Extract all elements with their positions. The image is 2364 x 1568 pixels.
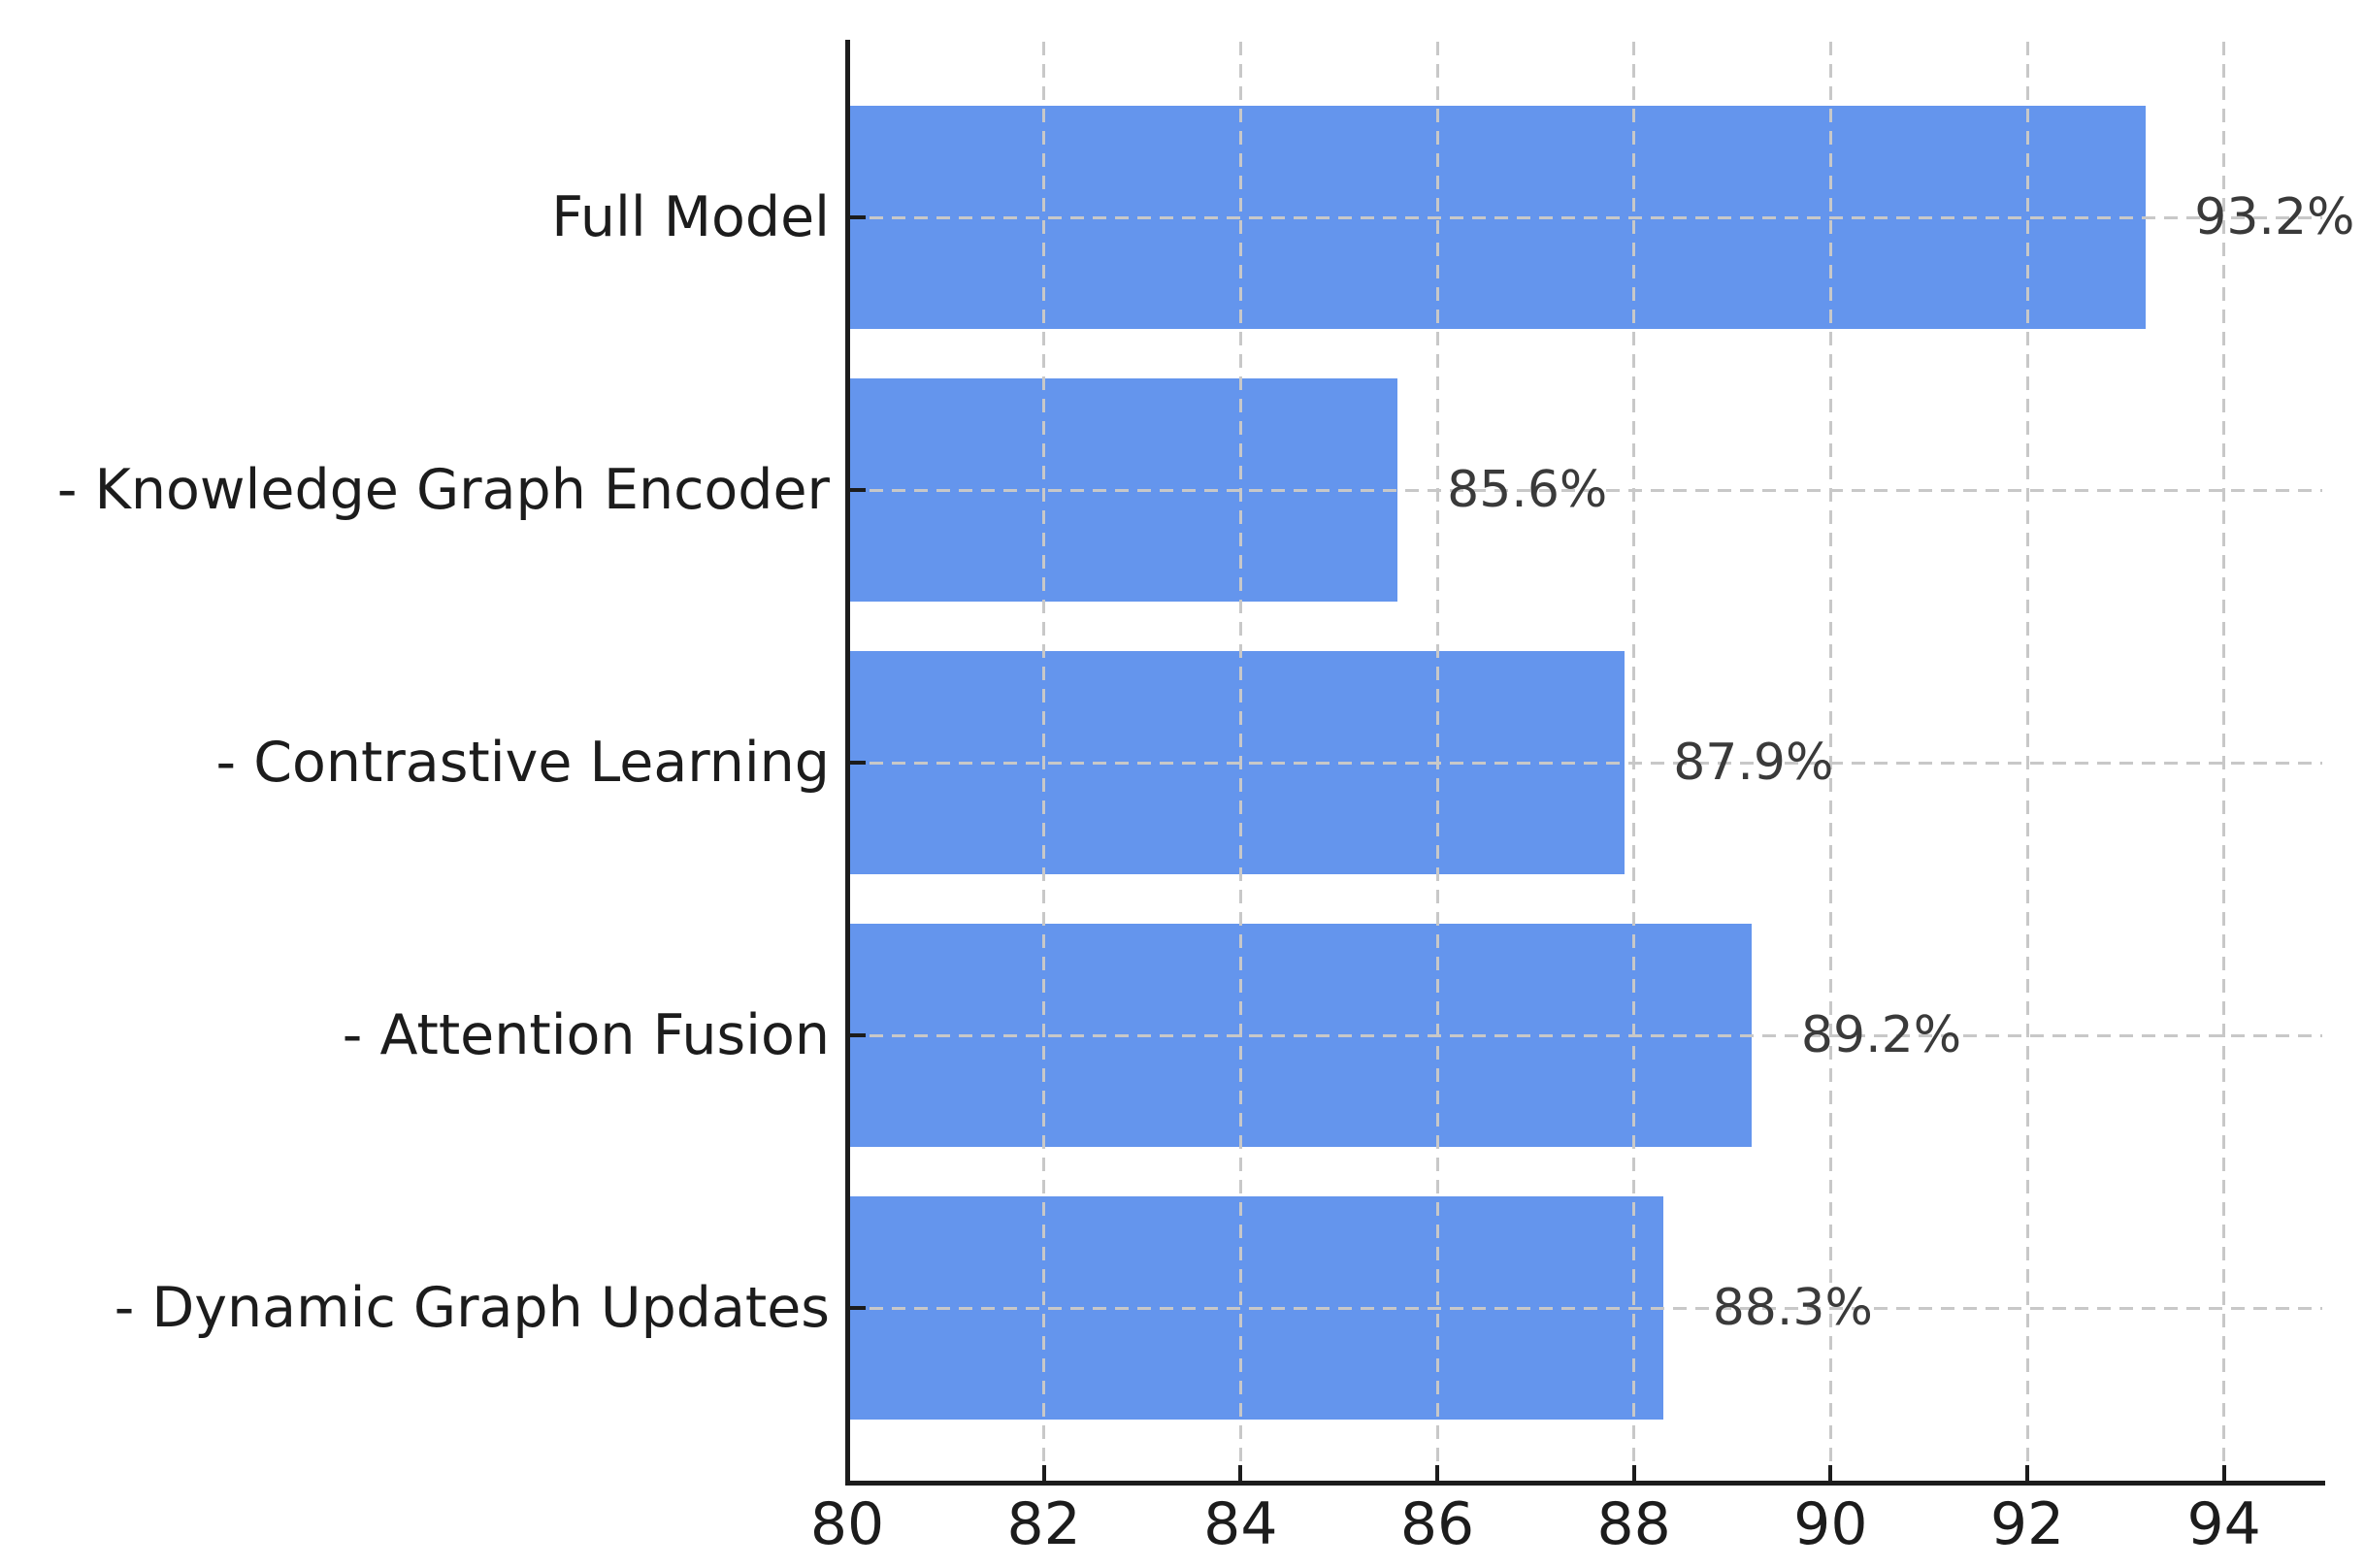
x-tick-label: 92 xyxy=(1989,1490,2065,1558)
x-tick-mark xyxy=(1435,1464,1439,1481)
x-tick-label: 94 xyxy=(2186,1490,2261,1558)
gridline-horizontal xyxy=(847,761,2322,765)
x-tick-mark xyxy=(1238,1464,1243,1481)
gridline-horizontal xyxy=(847,215,2322,219)
y-tick-mark xyxy=(849,215,866,219)
bar-value-label: 87.9% xyxy=(1673,734,1834,792)
x-tick-mark xyxy=(2221,1464,2226,1481)
x-tick-label: 88 xyxy=(1596,1490,1671,1558)
x-tick-label: 84 xyxy=(1203,1490,1278,1558)
category-label: - Contrastive Learning xyxy=(215,731,830,795)
gridline-horizontal xyxy=(847,1306,2322,1310)
y-tick-mark xyxy=(849,1306,866,1310)
x-tick-mark xyxy=(1041,1464,1046,1481)
bar-value-label: 88.3% xyxy=(1712,1279,1873,1337)
gridline-horizontal xyxy=(847,488,2322,492)
x-tick-mark xyxy=(845,1464,849,1481)
x-axis-line xyxy=(844,1480,2325,1486)
x-tick-mark xyxy=(1828,1464,1833,1481)
x-tick-mark xyxy=(2025,1464,2029,1481)
y-tick-mark xyxy=(849,488,866,492)
category-label: - Knowledge Graph Encoder xyxy=(56,458,830,522)
x-tick-label: 90 xyxy=(1793,1490,1868,1558)
y-axis-line xyxy=(844,39,850,1486)
x-tick-label: 86 xyxy=(1399,1490,1475,1558)
x-tick-label: 80 xyxy=(809,1490,885,1558)
gridline-horizontal xyxy=(847,1033,2322,1037)
y-tick-mark xyxy=(849,761,866,765)
y-tick-mark xyxy=(849,1033,866,1037)
x-tick-label: 82 xyxy=(1006,1490,1081,1558)
bar-value-label: 89.2% xyxy=(1800,1006,1962,1064)
bar-value-label: 85.6% xyxy=(1447,461,1608,519)
bar-value-label: 93.2% xyxy=(2194,188,2355,246)
category-label: - Dynamic Graph Updates xyxy=(114,1276,830,1340)
x-tick-mark xyxy=(1631,1464,1636,1481)
category-label: - Attention Fusion xyxy=(342,1003,830,1067)
category-label: Full Model xyxy=(551,185,830,249)
